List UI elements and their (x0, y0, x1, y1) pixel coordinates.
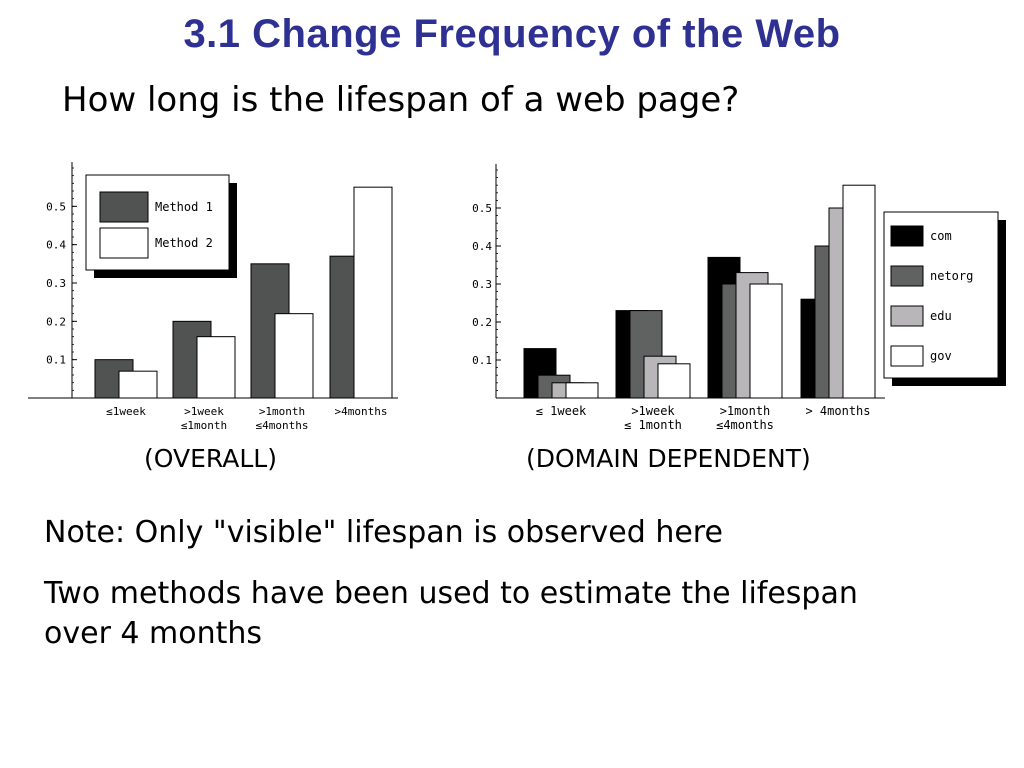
y-tick-label: 0.1 (46, 354, 66, 367)
x-tick-label: >1week (631, 404, 675, 418)
y-tick-label: 0.3 (46, 277, 66, 290)
bar-gov-3 (842, 184, 876, 399)
x-tick-label: ≤ 1month (624, 418, 682, 432)
bar-method-2-0 (118, 370, 158, 399)
x-tick-label: ≤4months (716, 418, 774, 432)
legend-label: Method 2 (155, 236, 213, 250)
x-tick-label: ≤4months (256, 419, 309, 432)
domain-caption: (DOMAIN DEPENDENT) (526, 444, 811, 473)
bar-method-2-1 (196, 336, 236, 399)
x-tick-label: ≤1month (181, 419, 227, 432)
legend-label: com (930, 229, 952, 243)
x-tick-label: >1week (184, 405, 224, 418)
y-tick-label: 0.5 (472, 202, 492, 215)
x-tick-label: > 4months (805, 404, 870, 418)
methods-line-1: Two methods have been used to estimate t… (44, 576, 858, 611)
bar-gov-0 (565, 382, 599, 399)
x-tick-label: >1month (720, 404, 771, 418)
overall-chart-svg: 0.1 0.2 0.3 0.4 0.5 ≤1week >1week≤1month >1mont… (28, 162, 398, 432)
visible-lifespan-note: Note: Only "visible" lifespan is observe… (44, 515, 723, 550)
slide-question: How long is the lifespan of a web page? (62, 80, 740, 120)
slide-title: 3.1 Change Frequency of the Web (183, 12, 841, 56)
y-tick-label: 0.3 (472, 278, 492, 291)
domain-chart-svg: 0.1 0.2 0.3 0.4 0.5 ≤ 1week >1week≤ 1month >1mo… (472, 164, 1006, 432)
y-tick-label: 0.4 (46, 239, 66, 252)
x-tick-label: ≤1week (106, 405, 146, 418)
legend-swatch (890, 225, 924, 247)
legend-swatch (890, 265, 924, 287)
legend-swatch (890, 345, 924, 367)
bar-gov-1 (657, 363, 691, 399)
domain-chart: 0.1 0.2 0.3 0.4 0.5 ≤ 1week >1week ≤ 1month >1mo… (460, 160, 1020, 440)
legend-label: gov (930, 349, 952, 363)
legend-label: netorg (930, 269, 973, 283)
x-tick-label: >4months (335, 405, 388, 418)
x-tick-label: ≤ 1week (536, 404, 587, 418)
y-tick-label: 0.5 (46, 200, 66, 213)
bar-method-2-2 (274, 313, 314, 399)
y-tick-label: 0.1 (472, 354, 492, 367)
y-tick-label: 0.2 (46, 315, 66, 328)
legend-swatch (99, 227, 149, 259)
legend-swatch (99, 191, 149, 223)
legend-swatch (890, 305, 924, 327)
methods-line-2: over 4 months (44, 616, 263, 651)
overall-chart: 0.1 0.2 0.3 0.4 0.5 ≤1week >1week ≤1month >1mont… (20, 160, 410, 440)
x-tick-label: >1month (259, 405, 305, 418)
y-tick-label: 0.2 (472, 316, 492, 329)
legend-label: Method 1 (155, 200, 213, 214)
bar-gov-2 (749, 283, 783, 399)
bar-method-2-3 (353, 186, 393, 399)
y-tick-label: 0.4 (472, 240, 492, 253)
legend-label: edu (930, 309, 952, 323)
overall-caption: (OVERALL) (144, 444, 277, 473)
